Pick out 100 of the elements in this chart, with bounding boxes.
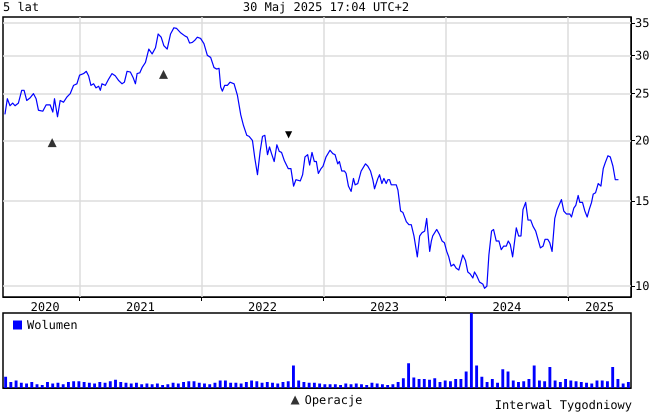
bar: [25, 384, 28, 388]
legend-label: Operacje: [304, 393, 362, 407]
bar: [412, 378, 416, 388]
bar: [490, 379, 494, 388]
bar: [176, 384, 180, 388]
bar: [611, 367, 614, 388]
bar: [418, 379, 420, 388]
bar: [564, 379, 568, 388]
bar: [255, 381, 258, 388]
bar: [428, 380, 431, 388]
bar: [323, 384, 326, 388]
bar: [318, 384, 322, 388]
bar: [224, 380, 227, 388]
bar: [46, 382, 49, 388]
bar: [407, 363, 410, 388]
bar: [218, 380, 222, 388]
bar: [360, 384, 363, 388]
bar: [574, 381, 578, 388]
chart-title: 5 lat: [3, 0, 40, 14]
y-tick-label: 10: [635, 279, 650, 294]
bar: [386, 385, 390, 388]
text: Interwal Tygodniowy: [494, 398, 632, 412]
bar: [114, 380, 117, 388]
bar: [396, 382, 400, 388]
bar: [20, 382, 23, 388]
bar: [62, 384, 65, 388]
bar: [596, 380, 598, 388]
bar: [376, 384, 379, 388]
bar: [402, 378, 405, 388]
bar: [459, 379, 462, 388]
bar: [145, 384, 148, 388]
bar: [82, 382, 86, 388]
bar: [464, 372, 468, 388]
bar: [244, 382, 248, 388]
bar: [271, 382, 274, 388]
bar: [260, 382, 264, 388]
bar: [616, 379, 620, 388]
bar: [93, 384, 96, 388]
bar: [496, 382, 499, 388]
x-tick-label: 2020: [30, 300, 60, 314]
x-tick-label: 2022: [248, 300, 277, 314]
bar: [214, 382, 216, 388]
bar: [532, 366, 536, 388]
bar: [161, 385, 164, 388]
bar: [172, 382, 175, 388]
bar: [438, 382, 442, 388]
x-tick-label: 2023: [370, 300, 399, 314]
bar: [454, 379, 458, 388]
bar: [558, 382, 562, 388]
bar: [140, 384, 144, 388]
bar: [470, 313, 473, 388]
bar: [569, 380, 572, 388]
bar: [104, 382, 106, 388]
bar: [334, 384, 337, 388]
bar: [528, 379, 530, 388]
x-tick-label: 2025: [585, 300, 614, 314]
bar: [124, 382, 128, 388]
bar: [517, 382, 520, 388]
bar: [98, 382, 102, 388]
bar: [538, 380, 541, 388]
y-tick-label: 35: [635, 16, 650, 30]
x-tick-label: 2021: [126, 300, 155, 314]
bar: [77, 381, 80, 388]
bar: [475, 366, 478, 388]
bar: [9, 382, 12, 388]
bar: [391, 384, 394, 388]
bar: [66, 382, 70, 388]
bar: [36, 384, 38, 388]
bar: [135, 382, 138, 388]
bar: [72, 381, 76, 388]
bar: [156, 384, 159, 388]
bar: [350, 384, 352, 388]
bar: [328, 384, 332, 388]
bar: [150, 384, 154, 388]
y-tick-label: 20: [635, 134, 650, 148]
bar: [585, 382, 588, 388]
bar: [370, 382, 374, 388]
line-series: [4, 27, 619, 289]
bar: [543, 381, 546, 388]
bar: [234, 382, 238, 388]
bar: [506, 372, 510, 388]
bar: [14, 380, 18, 388]
bar: [297, 380, 300, 388]
bar: [56, 382, 60, 388]
bar: [282, 382, 284, 388]
bar: [203, 384, 206, 388]
bar: [192, 381, 196, 388]
x-tick-label: 2024: [492, 300, 522, 314]
bar: [548, 367, 552, 388]
bar: [449, 381, 452, 388]
bar: [302, 382, 306, 388]
bar: [339, 385, 342, 388]
bar: [606, 381, 609, 388]
bar: [4, 376, 8, 388]
bar: [88, 382, 91, 388]
y-tick-label: 15: [635, 194, 650, 208]
bar: [480, 376, 484, 388]
bar: [166, 384, 170, 388]
bar: [240, 384, 243, 388]
bar: [312, 382, 316, 388]
